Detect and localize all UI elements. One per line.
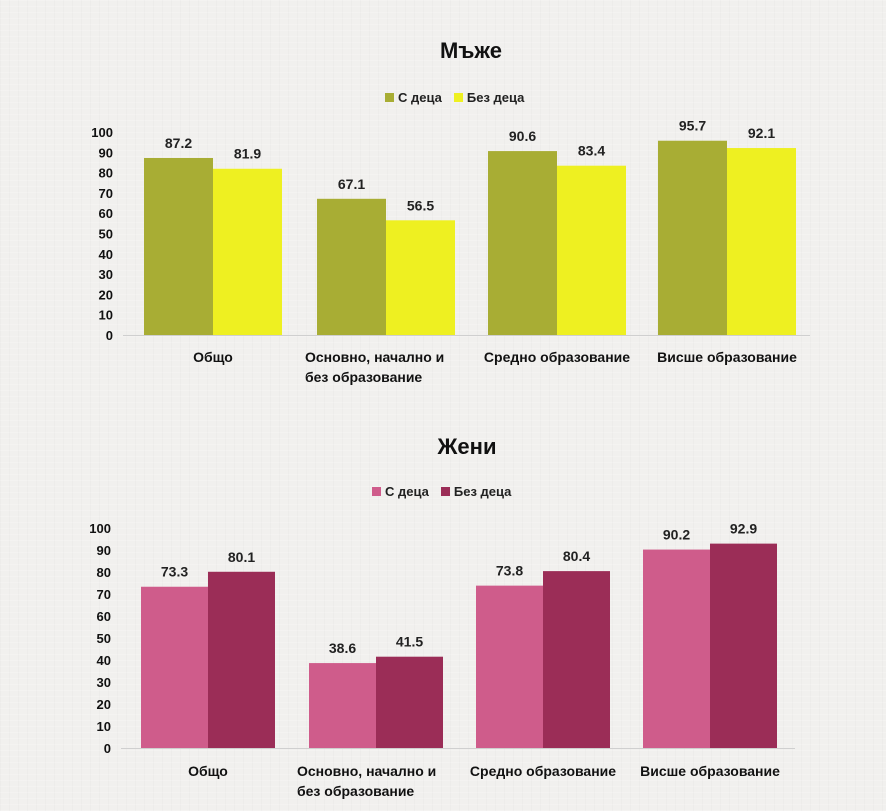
x-category-label-line: Общо (188, 763, 228, 779)
x-category-label-line: без образование (297, 783, 414, 799)
y-tick-label: 10 (99, 308, 113, 323)
bar (213, 168, 282, 335)
y-tick-label: 80 (97, 565, 111, 580)
data-label: 80.1 (228, 549, 255, 565)
data-label: 87.2 (165, 135, 192, 151)
x-category-label-line: Висше образование (640, 763, 780, 779)
y-tick-label: 30 (99, 267, 113, 282)
legend-swatch (385, 93, 394, 102)
x-category-label-line: Общо (193, 349, 233, 365)
legend-men: С деца Без деца (385, 90, 536, 105)
bar (141, 586, 208, 748)
x-category-label: Средно образование (470, 763, 616, 779)
y-tick-label: 20 (99, 287, 113, 302)
y-tick-label: 50 (99, 227, 113, 242)
legend-swatch (372, 487, 381, 496)
x-category-label: Общо (188, 763, 228, 779)
bar (557, 165, 626, 335)
data-label: 56.5 (407, 197, 434, 213)
x-category-label: Висше образование (640, 763, 780, 779)
x-category-label: Средно образование (484, 349, 630, 365)
x-category-label-line: Висше образование (657, 349, 797, 365)
legend-item-with-children: С деца (385, 90, 442, 105)
y-tick-label: 60 (97, 609, 111, 624)
x-category-label: Основно, начално и без образование (297, 763, 436, 799)
x-category-label: Общо (193, 349, 233, 365)
bar (710, 543, 777, 748)
legend-women: С деца Без деца (372, 484, 523, 499)
y-tick-label: 40 (97, 653, 111, 668)
x-category-label: Висше образование (657, 349, 797, 365)
legend-item-without-children: Без деца (440, 484, 512, 499)
bar (543, 571, 610, 748)
y-tick-label: 90 (99, 145, 113, 160)
bar (658, 140, 727, 335)
y-tick-label: 60 (99, 206, 113, 221)
y-tick-label: 90 (97, 543, 111, 558)
bar (727, 148, 796, 335)
legend-label: Без деца (466, 90, 525, 105)
data-label: 90.2 (663, 527, 690, 543)
bar (208, 571, 275, 748)
x-category-label: Основно, начално и без образование (305, 349, 444, 385)
legend-label: С деца (385, 484, 429, 499)
data-label: 67.1 (338, 176, 365, 192)
data-label: 73.8 (496, 563, 523, 579)
x-category-label-line: Средно образование (484, 349, 630, 365)
data-label: 92.9 (730, 521, 757, 537)
x-category-label-line: Основно, начално и (297, 763, 436, 779)
bar (309, 663, 376, 748)
bar (643, 549, 710, 748)
y-tick-label: 30 (97, 675, 111, 690)
data-label: 95.7 (679, 118, 706, 134)
data-label: 90.6 (509, 128, 536, 144)
bar (488, 151, 557, 335)
y-tick-label: 70 (97, 587, 111, 602)
data-label: 73.3 (161, 564, 188, 580)
legend-swatch (453, 93, 463, 102)
legend-label: С деца (398, 90, 442, 105)
bar (144, 157, 213, 335)
x-category-label-line: без образование (305, 369, 422, 385)
y-tick-label: 10 (97, 719, 111, 734)
y-tick-label: 40 (99, 247, 113, 262)
legend-item-without-children: Без деца (453, 90, 525, 105)
legend-item-with-children: С деца (372, 484, 429, 499)
bar (317, 198, 386, 335)
bar (386, 220, 455, 335)
bar (376, 656, 443, 748)
y-tick-label: 80 (99, 166, 113, 181)
legend-swatch (440, 487, 450, 496)
chart-title-men: Мъже (440, 38, 502, 63)
y-tick-label: 0 (104, 741, 111, 756)
y-tick-label: 70 (99, 186, 113, 201)
data-label: 41.5 (396, 634, 423, 650)
x-category-label-line: Средно образование (470, 763, 616, 779)
data-label: 80.4 (563, 548, 590, 564)
data-label: 38.6 (329, 640, 356, 656)
bar (476, 585, 543, 748)
y-tick-label: 100 (91, 125, 113, 140)
data-label: 92.1 (748, 125, 775, 141)
y-tick-label: 100 (89, 521, 111, 536)
y-tick-label: 20 (97, 697, 111, 712)
y-tick-label: 50 (97, 631, 111, 646)
legend-label: Без деца (453, 484, 512, 499)
x-category-label-line: Основно, начално и (305, 349, 444, 365)
data-label: 81.9 (234, 146, 261, 162)
y-tick-label: 0 (106, 328, 113, 343)
data-label: 83.4 (578, 143, 605, 159)
chart-title-women: Жени (437, 434, 497, 459)
